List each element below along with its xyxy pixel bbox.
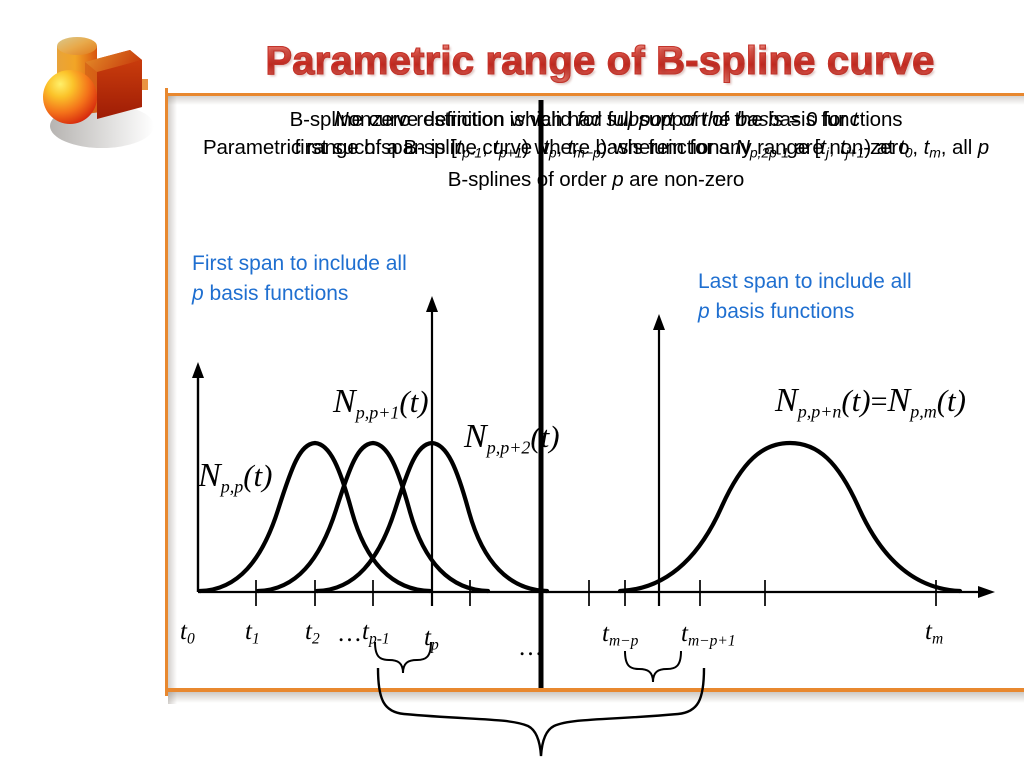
callout-last-span: Last span to include all p basis functio…: [698, 267, 1018, 327]
axis-ellipsis-mid: …: [518, 634, 544, 661]
math-npp1-arg: (t): [399, 384, 429, 419]
frame-left-line: [165, 88, 168, 696]
math-npp1-sub: p,p+1: [355, 402, 400, 423]
span-arrow-right: [653, 314, 665, 606]
axis-label-t0-sub: 0: [186, 630, 195, 648]
math-label-npn: Np,p+n(t)=Np,m(t): [775, 382, 966, 422]
axis-label-tm-minus-p-plus-1: tm−p+1: [681, 620, 736, 651]
three-solids-logo: [43, 37, 154, 148]
axis-label-tp-base: t: [424, 624, 431, 651]
axis-label-t1-base: t: [245, 618, 252, 645]
body-paragraph-firstspan: first such span is [tp-1, tp+1) where ba…: [222, 134, 982, 166]
math-npp-arg: (t): [243, 458, 273, 493]
axis-label-tm: tm: [925, 618, 943, 649]
math-npp-N: N: [198, 457, 221, 494]
axis-label-t0: t0: [180, 618, 195, 649]
axis-label-tmp1-sub: m−p+1: [687, 632, 736, 650]
frame-left-shadow: [168, 96, 177, 704]
math-npn-arg1: (t): [841, 383, 871, 418]
curve-npp1: [255, 440, 491, 594]
body-paragraph-nonzero: Nonzero restriction is valid for support…: [196, 106, 996, 134]
callout-first-p: p: [192, 282, 204, 305]
x-axis: [198, 586, 995, 598]
body-paragraph-range: Parametric range of a B-spline curve [tp…: [196, 134, 996, 194]
axis-label-tp-sub: p: [430, 636, 439, 654]
math-npp-sub: p,p: [220, 476, 244, 497]
math-npn-equals: =: [870, 385, 888, 418]
axis-label-tm-base: t: [925, 618, 932, 645]
span-arrow-left: [426, 296, 438, 606]
page-title: Parametric range of B-spline curve: [190, 30, 1010, 92]
brace-first-span: [374, 641, 432, 674]
math-label-npp1: Np,p+1(t): [333, 383, 429, 423]
math-npp2-N: N: [464, 418, 487, 455]
math-npp2-arg: (t): [530, 419, 560, 454]
math-npp2-sub: p,p+2: [486, 437, 531, 458]
math-npp1-N: N: [333, 383, 356, 420]
axis-label-t1-sub: 1: [251, 630, 260, 648]
callout-first-rest: basis functions: [203, 282, 349, 305]
axis-label-t2-sub: 2: [311, 630, 320, 648]
math-npn-arg2: (t): [936, 383, 966, 418]
brace-last-span: [624, 650, 682, 683]
callout-last-line2: p basis functions: [698, 297, 1018, 327]
callout-first-span: First span to include all p basis functi…: [192, 249, 512, 309]
axis-label-tp-minus-1: tp-1: [362, 618, 390, 649]
axis-label-t2-base: t: [305, 618, 312, 645]
frame-bottom-line: [165, 688, 1024, 692]
math-npn-N1: N: [775, 382, 798, 419]
axis-label-t2: t2: [305, 618, 320, 649]
curve-npm: [617, 440, 963, 594]
axis-ellipsis-left: …: [337, 620, 363, 647]
axis-label-t1: t1: [245, 618, 260, 649]
axis-label-tp: tp: [424, 624, 439, 655]
frame-bottom-shadow: [168, 692, 1024, 703]
math-label-npp: Np,p(t): [198, 457, 272, 497]
para-c-text: Parametric range of a B-spline curve [tp…: [202, 136, 990, 192]
axis-label-tmp-base: t: [602, 620, 609, 647]
axis-label-tmp-sub: m−p: [608, 632, 639, 650]
axis-label-t0-base: t: [180, 618, 187, 645]
math-npn-sub1: p,p+n: [797, 401, 842, 422]
brace-parametric-range: [376, 667, 706, 757]
frame-top-shadow: [168, 96, 1024, 105]
callout-last-line1: Last span to include all: [698, 270, 912, 293]
math-label-npp2: Np,p+2(t): [464, 418, 560, 458]
para-a-text: Nonzero restriction is valid for support…: [333, 108, 859, 131]
body-paragraph-definition: B-spline curve definition which had full…: [196, 106, 996, 134]
callout-last-p: p: [698, 300, 710, 323]
axis-label-tp1-sub: p-1: [368, 630, 390, 648]
page-title-text: Parametric range of B-spline curve: [265, 38, 935, 83]
axis-label-tm-sub: m: [931, 630, 944, 648]
axis-label-tp1-base: t: [362, 618, 369, 645]
x-axis-ticks: [255, 580, 937, 606]
para-b-text: B-spline curve definition which had full…: [289, 108, 903, 131]
callout-last-rest: basis functions: [709, 300, 855, 323]
para-d-text: first such span is [tp-1, tp+1) where ba…: [294, 136, 910, 161]
callout-first-line2: p basis functions: [192, 279, 512, 309]
basis-curves: [197, 440, 963, 594]
frame-top-line: [165, 93, 1024, 96]
math-npn-N2: N: [887, 382, 911, 419]
math-npn-sub2: p,m: [910, 401, 937, 422]
y-axis: [192, 362, 204, 592]
axis-label-tm-minus-p: tm−p: [602, 620, 638, 651]
axis-label-tmp1-base: t: [681, 620, 688, 647]
callout-first-line1: First span to include all: [192, 252, 407, 275]
